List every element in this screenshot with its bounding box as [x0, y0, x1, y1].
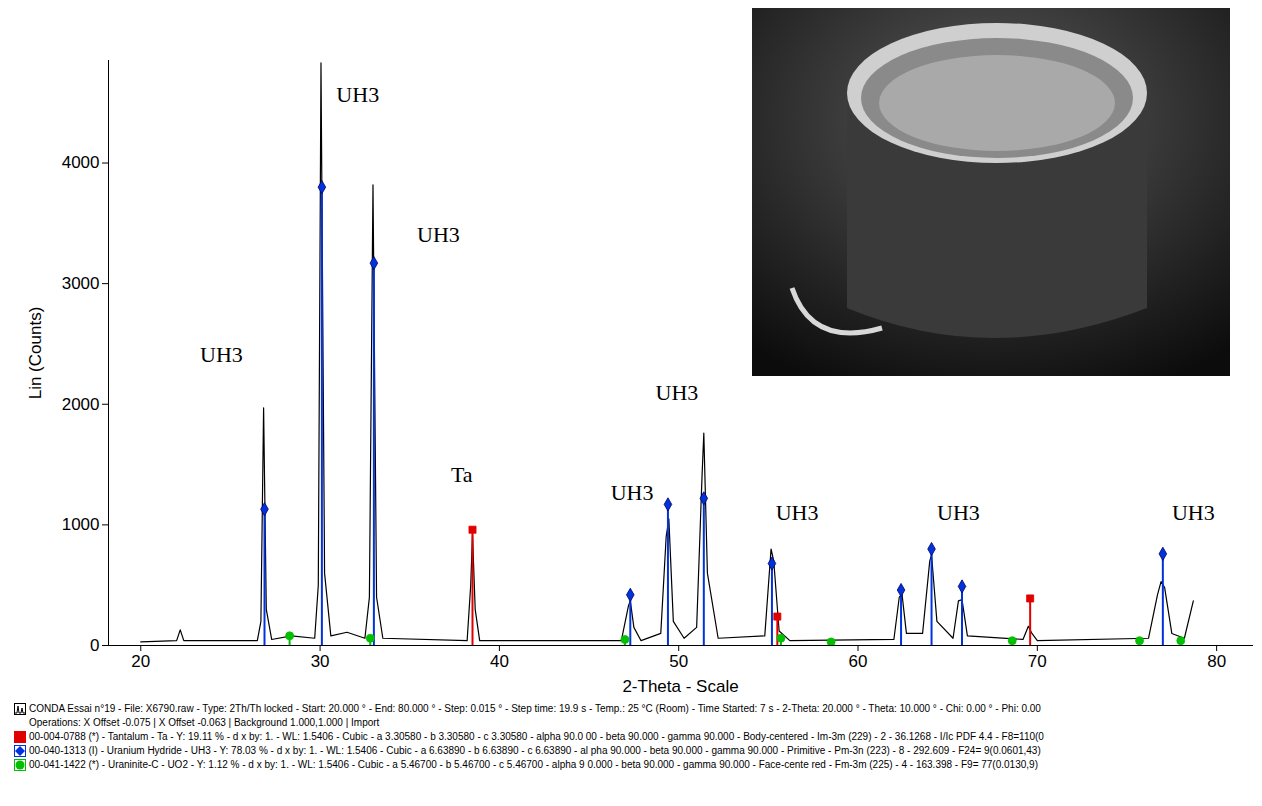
svg-text:3000: 3000 — [62, 274, 100, 293]
svg-text:UH3: UH3 — [611, 480, 654, 505]
svg-text:UH3: UH3 — [1172, 500, 1215, 525]
svg-text:UH3: UH3 — [937, 500, 980, 525]
html-text:00-004-0788 (*) - Tantalum - T: 00-004-0788 (*) - Tantalum - Ta - Y: 19.… — [29, 731, 1044, 742]
svg-text:20: 20 — [131, 652, 150, 671]
svg-text:60: 60 — [849, 652, 868, 671]
html-text:CONDA Essai n°19 - File: X6790: CONDA Essai n°19 - File: X6790.raw - Typ… — [29, 703, 1041, 714]
html-text:00-040-1313 (I) - Uranium Hydr: 00-040-1313 (I) - Uranium Hydride - UH3 … — [29, 745, 1041, 756]
svg-text:UH3: UH3 — [200, 342, 243, 367]
html-text:00-041-1422 (*) - Uraninite-C: 00-041-1422 (*) - Uraninite-C - UO2 - Y:… — [29, 759, 1038, 770]
svg-text:40: 40 — [490, 652, 509, 671]
svg-text:1000: 1000 — [62, 515, 100, 534]
svg-text:Ta: Ta — [451, 462, 473, 487]
svg-text:70: 70 — [1028, 652, 1047, 671]
html-text:Operations: X Offset -0.075 |: Operations: X Offset -0.075 | X Offset -… — [29, 717, 380, 728]
svg-text:2-Theta - Scale: 2-Theta - Scale — [622, 677, 738, 696]
svg-text:50: 50 — [669, 652, 688, 671]
svg-text:Lin (Counts): Lin (Counts) — [26, 307, 45, 400]
svg-text:4000: 4000 — [62, 153, 100, 172]
svg-text:UH3: UH3 — [776, 500, 819, 525]
svg-text:0: 0 — [90, 636, 99, 655]
svg-text:80: 80 — [1207, 652, 1226, 671]
svg-text:30: 30 — [311, 652, 330, 671]
svg-text:UH3: UH3 — [417, 222, 460, 247]
svg-text:UH3: UH3 — [336, 82, 379, 107]
svg-text:2000: 2000 — [62, 395, 100, 414]
svg-text:UH3: UH3 — [656, 380, 699, 405]
